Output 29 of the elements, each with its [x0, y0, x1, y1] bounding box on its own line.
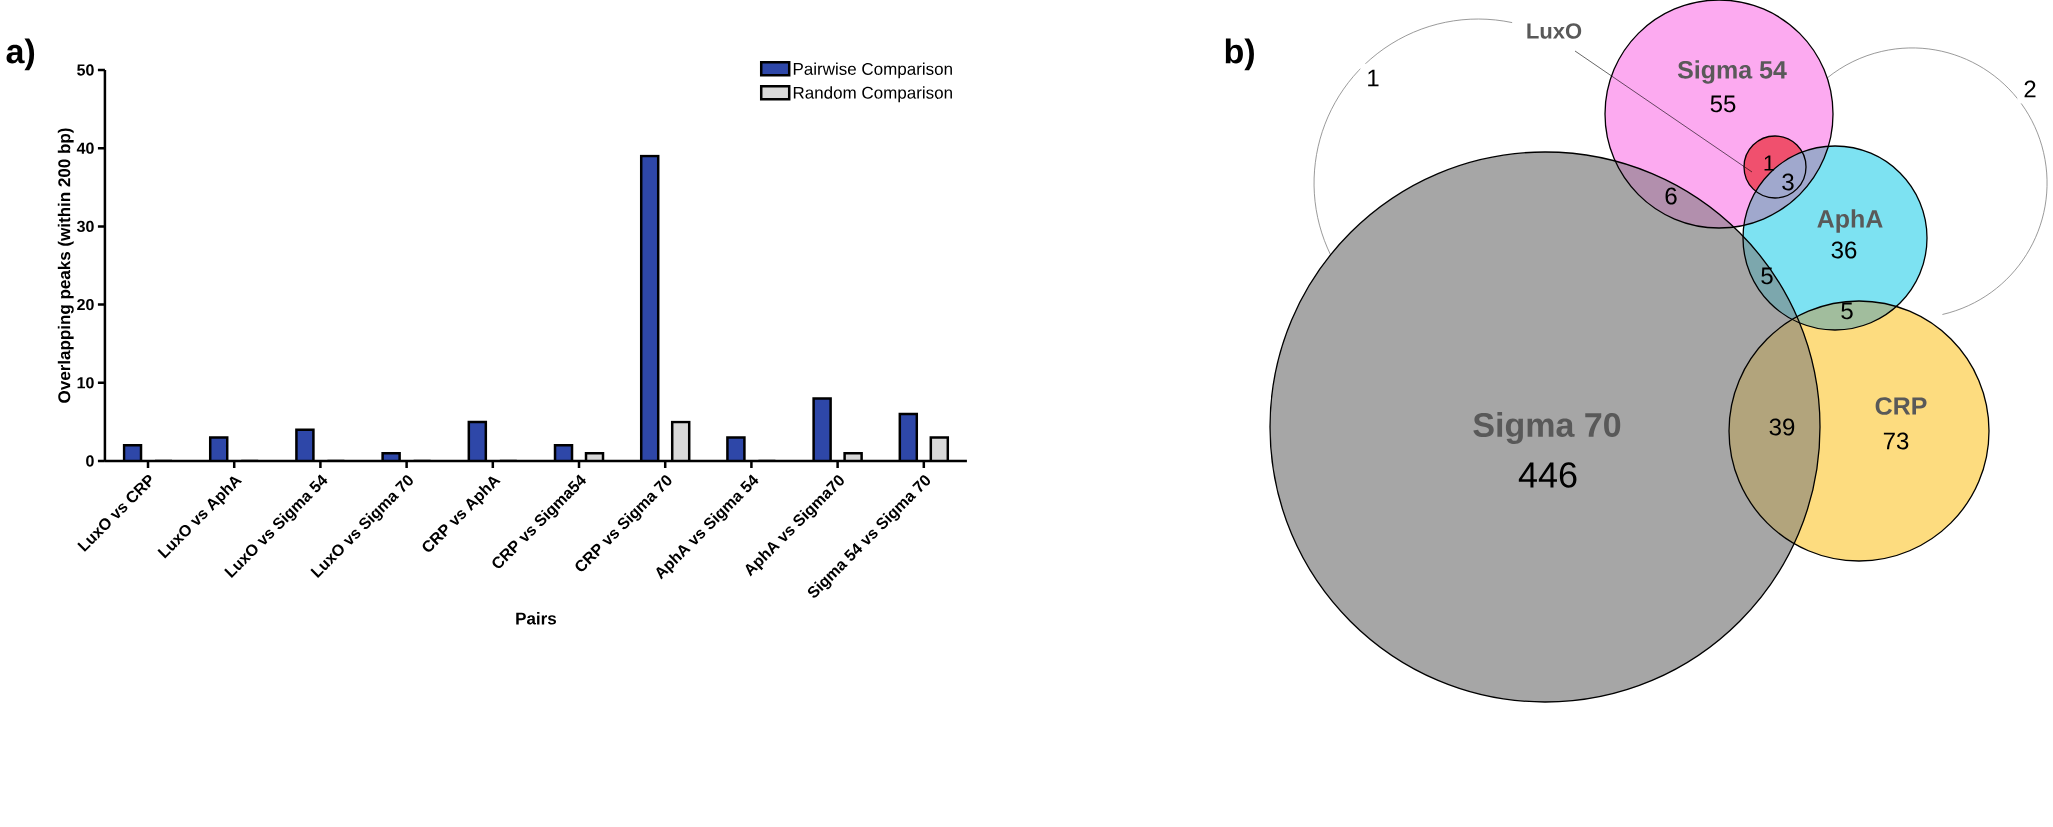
- text: 1: [1764, 155, 1775, 171]
- text: 1: [1368, 69, 1379, 87]
- text: b): [1225, 38, 1254, 71]
- legend-label: Random Comparison: [793, 86, 952, 103]
- y-tick-label: 50: [77, 64, 94, 76]
- y-tick-label: 40: [76, 142, 94, 154]
- legend-label: Pairwise Comparison: [793, 62, 952, 79]
- x-axis-title: Pairs: [516, 612, 556, 625]
- y-axis-title: Overlapping peaks (within 200 bp): [57, 128, 74, 403]
- category-label: LuxO: [1527, 23, 1582, 39]
- y-tick-label: 20: [77, 298, 94, 311]
- text: 3: [1782, 173, 1794, 191]
- text: 446: [1518, 462, 1577, 488]
- text: a): [6, 38, 35, 71]
- category-label: Sigma 54: [1677, 60, 1787, 84]
- y-tick-label: 0: [86, 455, 94, 467]
- text: 5: [1761, 267, 1773, 285]
- text: 5: [1841, 302, 1853, 320]
- text: 2: [2024, 80, 2036, 98]
- text: 73: [1883, 432, 1909, 450]
- y-tick-label: 30: [76, 220, 94, 233]
- text: 6: [1665, 187, 1677, 205]
- text: 39: [1769, 418, 1795, 436]
- text: 36: [1831, 241, 1857, 259]
- text: 55: [1710, 95, 1736, 113]
- category-label: CRP: [1875, 397, 1927, 415]
- y-tick-label: 10: [77, 377, 94, 389]
- category-label: Sigma 70: [1473, 412, 1621, 444]
- category-label: AphA: [1817, 209, 1883, 233]
